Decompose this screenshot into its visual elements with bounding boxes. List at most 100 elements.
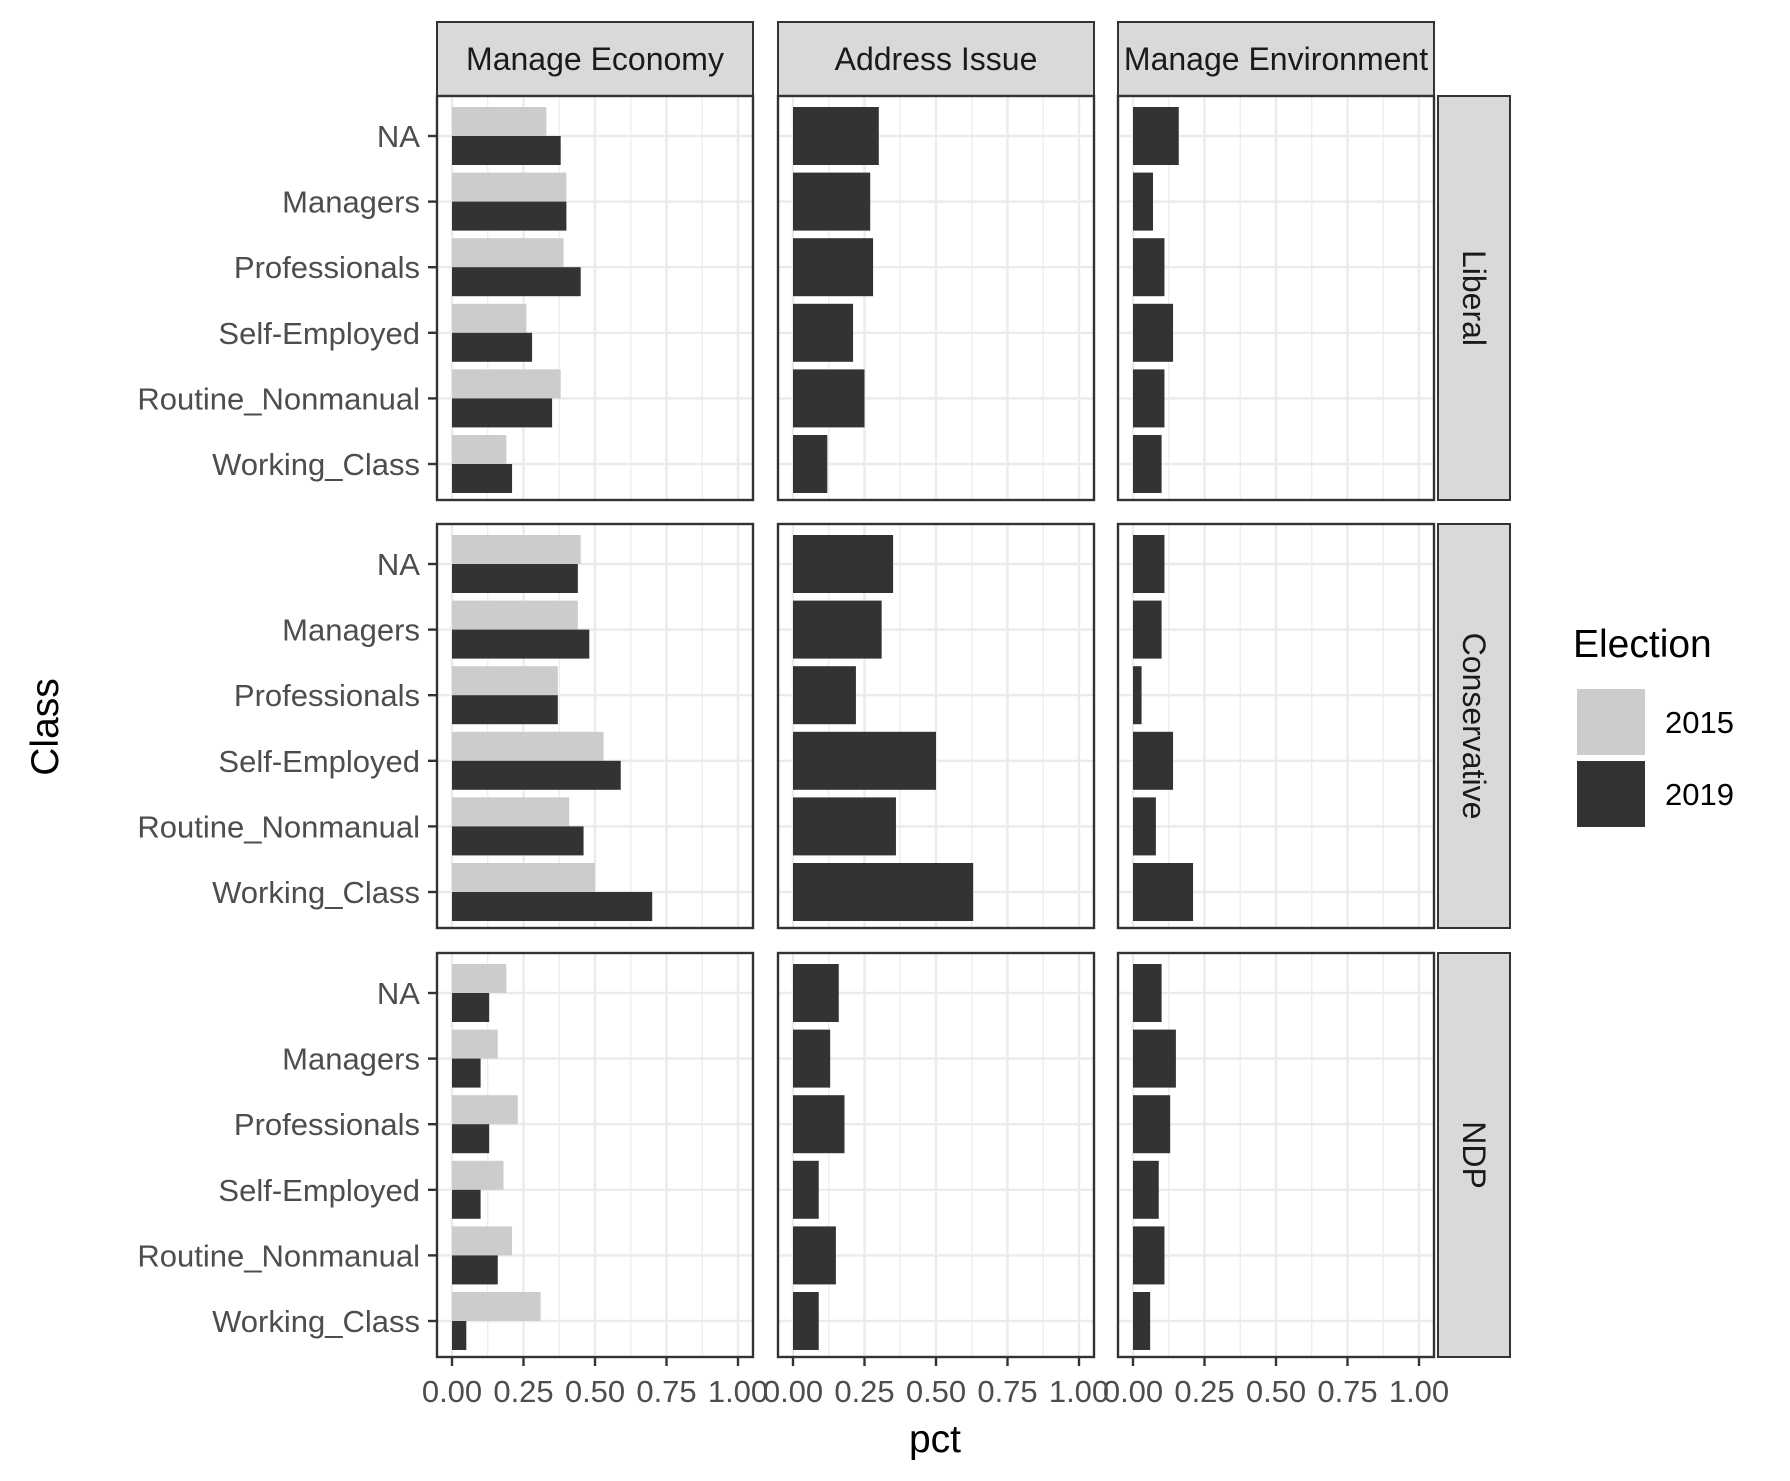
- bar-managers-2015: [452, 172, 567, 202]
- bar-professionals-2019: [1133, 666, 1142, 725]
- x-tick-label: 1.00: [1389, 1374, 1449, 1409]
- column-strip-address-issue: Address Issue: [777, 21, 1095, 97]
- bar-working-class-2015: [452, 435, 507, 464]
- row-strip-bg: [1437, 95, 1511, 501]
- y-tick-label: Self-Employed: [218, 316, 420, 351]
- x-tick-label: 0.25: [1174, 1374, 1234, 1409]
- bar-na-2019: [793, 107, 879, 165]
- bar-na-2019: [452, 993, 490, 1022]
- column-strip-bg: [777, 21, 1095, 97]
- panels-layer: Manage Economy Address Issue Manage Enviro…: [435, 21, 1511, 1359]
- bar-managers-2019: [793, 600, 882, 659]
- bar-managers-2019: [1133, 1029, 1176, 1088]
- bar-managers-2019: [452, 201, 567, 231]
- row-strip-label: Liberal: [1456, 250, 1492, 346]
- y-tick-label: Routine_Nonmanual: [137, 809, 420, 844]
- x-tick-label: 0.00: [422, 1374, 482, 1409]
- bar-routine-nonmanual-2019: [1133, 1226, 1165, 1285]
- bar-managers-2019: [1133, 172, 1154, 231]
- x-tick-label: 0.75: [1317, 1374, 1377, 1409]
- bar-professionals-2015: [452, 238, 564, 268]
- y-tick-label: Managers: [282, 613, 420, 648]
- panel-liberal-address-issue: [776, 94, 1096, 502]
- y-tick-label: NA: [377, 547, 420, 582]
- bar-self-employed-2019: [1133, 1160, 1159, 1219]
- bar-managers-2019: [1133, 600, 1162, 659]
- bar-routine-nonmanual-2019: [452, 1255, 498, 1285]
- bar-self-employed-2019: [452, 332, 533, 362]
- bar-managers-2019: [793, 172, 871, 231]
- bar-self-employed-2019: [793, 731, 936, 790]
- bar-professionals-2015: [452, 1095, 518, 1125]
- y-tick-label: Working_Class: [212, 447, 420, 482]
- bar-na-2019: [452, 136, 561, 165]
- x-tick-label: 1.00: [708, 1374, 768, 1409]
- bar-professionals-2019: [452, 267, 581, 297]
- legend-label-2015: 2015: [1665, 705, 1734, 740]
- bar-na-2019: [1133, 107, 1179, 165]
- bar-working-class-2015: [452, 863, 595, 892]
- row-strip-label: NDP: [1456, 1121, 1492, 1189]
- row-strip-liberal: Liberal: [1437, 95, 1511, 501]
- bar-working-class-2015: [452, 1292, 541, 1321]
- column-strip-label: Address Issue: [835, 41, 1038, 77]
- bar-working-class-2019: [452, 464, 513, 493]
- bar-managers-2015: [452, 1029, 498, 1059]
- x-tick-label: 0.50: [1246, 1374, 1306, 1409]
- bar-professionals-2019: [793, 1095, 845, 1154]
- y-tick-label: NA: [377, 119, 420, 154]
- y-tick-label: Professionals: [234, 678, 420, 713]
- column-strip-bg: [436, 21, 754, 97]
- bar-na-2015: [452, 964, 507, 993]
- y-tick-label: Self-Employed: [218, 744, 420, 779]
- bar-na-2015: [452, 535, 581, 564]
- column-strip-bg: [1117, 21, 1435, 97]
- panel-liberal-manage-environment: [1116, 94, 1436, 502]
- y-tick-label: Professionals: [234, 1107, 420, 1142]
- y-tick-label: Routine_Nonmanual: [137, 381, 420, 416]
- row-strip-bg: [1437, 952, 1511, 1358]
- bar-routine-nonmanual-2019: [793, 369, 865, 428]
- x-axis-labels: 0.00 0.25 0.50 0.75 1.00 0.00 0.25 0.50 0.75 1.00…: [422, 1357, 1449, 1409]
- row-strip-bg: [1437, 523, 1511, 929]
- bar-na-2019: [1133, 964, 1162, 1022]
- legend-key-2015: [1577, 689, 1645, 755]
- panel-conservative-manage-economy: [435, 522, 755, 930]
- x-tick-label: 0.50: [565, 1374, 625, 1409]
- bar-self-employed-2015: [452, 303, 527, 333]
- panel-conservative-manage-environment: [1116, 522, 1436, 930]
- y-axis-title: Class: [24, 678, 67, 776]
- bar-professionals-2019: [1133, 1095, 1171, 1154]
- y-tick-label: Managers: [282, 185, 420, 220]
- bar-routine-nonmanual-2019: [793, 797, 896, 856]
- bar-working-class-2019: [793, 1292, 819, 1350]
- panel-border: [435, 94, 755, 502]
- x-tick-label: 0.75: [977, 1374, 1037, 1409]
- row-strip-ndp: NDP: [1437, 952, 1511, 1358]
- panel-ndp-address-issue: [776, 951, 1096, 1359]
- bar-managers-2019: [452, 629, 590, 659]
- y-tick-label: Self-Employed: [218, 1173, 420, 1208]
- x-tick-label: 0.75: [636, 1374, 696, 1409]
- bar-managers-2019: [452, 1058, 481, 1088]
- bar-working-class-2019: [1133, 435, 1162, 493]
- panel-border: [435, 522, 755, 930]
- bar-routine-nonmanual-2019: [452, 826, 584, 856]
- legend-label-2019: 2019: [1665, 777, 1734, 812]
- bar-na-2019: [1133, 535, 1165, 593]
- bar-self-employed-2019: [1133, 303, 1174, 362]
- bar-working-class-2019: [452, 892, 653, 921]
- bar-professionals-2019: [793, 238, 874, 297]
- y-tick-label: Routine_Nonmanual: [137, 1238, 420, 1273]
- panel-ndp-manage-environment: [1116, 951, 1436, 1359]
- column-strip-label: Manage Environment: [1124, 41, 1428, 77]
- bar-working-class-2019: [793, 863, 974, 921]
- x-tick-label: 0.25: [493, 1374, 553, 1409]
- bar-routine-nonmanual-2015: [452, 369, 561, 399]
- y-tick-label: Professionals: [234, 250, 420, 285]
- x-tick-label: 0.00: [1103, 1374, 1163, 1409]
- bar-na-2019: [793, 964, 839, 1022]
- bar-professionals-2019: [1133, 238, 1165, 297]
- bar-self-employed-2019: [793, 303, 854, 362]
